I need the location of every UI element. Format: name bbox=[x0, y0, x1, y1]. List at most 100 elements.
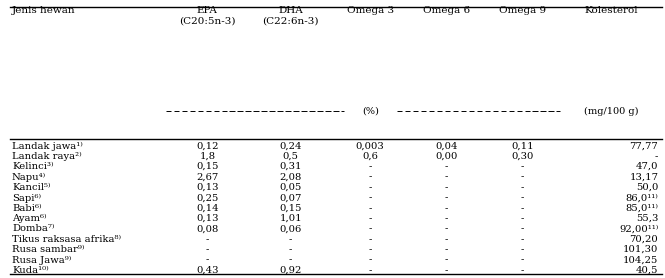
Text: 0,07: 0,07 bbox=[279, 193, 302, 202]
Text: -: - bbox=[445, 245, 448, 254]
Text: 0,5: 0,5 bbox=[283, 152, 299, 161]
Text: 2,08: 2,08 bbox=[279, 173, 302, 182]
Text: 101,30: 101,30 bbox=[623, 245, 658, 254]
Text: 0,6: 0,6 bbox=[362, 152, 378, 161]
Text: -: - bbox=[521, 193, 524, 202]
Text: 0,14: 0,14 bbox=[196, 204, 219, 213]
Text: 0,08: 0,08 bbox=[196, 224, 219, 234]
Text: 85,0¹¹⁾: 85,0¹¹⁾ bbox=[626, 204, 658, 213]
Text: -: - bbox=[521, 235, 524, 244]
Text: 0,25: 0,25 bbox=[196, 193, 219, 202]
Text: -: - bbox=[445, 235, 448, 244]
Text: 0,00: 0,00 bbox=[435, 152, 458, 161]
Text: Napu⁴⁾: Napu⁴⁾ bbox=[12, 173, 46, 182]
Text: -: - bbox=[289, 255, 292, 264]
Text: 0,15: 0,15 bbox=[196, 162, 219, 171]
Text: 0,12: 0,12 bbox=[196, 142, 219, 150]
Text: 40,5: 40,5 bbox=[636, 266, 658, 275]
Text: Kolesterol: Kolesterol bbox=[584, 6, 638, 14]
Text: -: - bbox=[521, 255, 524, 264]
Text: DHA
(C22:6n-3): DHA (C22:6n-3) bbox=[262, 6, 319, 26]
Text: -: - bbox=[445, 224, 448, 234]
Text: 0,15: 0,15 bbox=[279, 204, 302, 213]
Text: 0,31: 0,31 bbox=[279, 162, 302, 171]
Text: 92,00¹¹⁾: 92,00¹¹⁾ bbox=[619, 224, 658, 234]
Text: -: - bbox=[368, 162, 372, 171]
Text: 0,003: 0,003 bbox=[356, 142, 384, 150]
Text: -: - bbox=[205, 235, 209, 244]
Text: -: - bbox=[445, 162, 448, 171]
Text: Kuda¹⁰⁾: Kuda¹⁰⁾ bbox=[12, 266, 49, 275]
Text: Kancil⁵⁾: Kancil⁵⁾ bbox=[12, 183, 51, 192]
Text: 2,67: 2,67 bbox=[196, 173, 218, 182]
Text: 50,0: 50,0 bbox=[636, 183, 658, 192]
Text: -: - bbox=[521, 204, 524, 213]
Text: -: - bbox=[521, 162, 524, 171]
Text: -: - bbox=[445, 183, 448, 192]
Text: 0,24: 0,24 bbox=[279, 142, 302, 150]
Text: 13,17: 13,17 bbox=[629, 173, 658, 182]
Text: -: - bbox=[289, 245, 292, 254]
Text: -: - bbox=[445, 173, 448, 182]
Text: -: - bbox=[368, 255, 372, 264]
Text: Domba⁷⁾: Domba⁷⁾ bbox=[12, 224, 55, 234]
Text: 1,8: 1,8 bbox=[200, 152, 215, 161]
Text: -: - bbox=[368, 183, 372, 192]
Text: Omega 3: Omega 3 bbox=[346, 6, 394, 14]
Text: Omega 6: Omega 6 bbox=[423, 6, 469, 14]
Text: -: - bbox=[445, 266, 448, 275]
Text: 77,77: 77,77 bbox=[630, 142, 658, 150]
Text: Sapi⁶⁾: Sapi⁶⁾ bbox=[12, 193, 41, 202]
Text: -: - bbox=[368, 266, 372, 275]
Text: 0,30: 0,30 bbox=[511, 152, 533, 161]
Text: 104,25: 104,25 bbox=[623, 255, 658, 264]
Text: -: - bbox=[368, 224, 372, 234]
Text: 55,3: 55,3 bbox=[636, 214, 658, 223]
Text: -: - bbox=[521, 224, 524, 234]
Text: -: - bbox=[445, 204, 448, 213]
Text: -: - bbox=[521, 183, 524, 192]
Text: 0,06: 0,06 bbox=[279, 224, 302, 234]
Text: Babi⁶⁾: Babi⁶⁾ bbox=[12, 204, 41, 213]
Text: -: - bbox=[368, 204, 372, 213]
Text: -: - bbox=[205, 245, 209, 254]
Text: 0,13: 0,13 bbox=[196, 214, 219, 223]
Text: -: - bbox=[445, 214, 448, 223]
Text: Tikus raksasa afrika⁸⁾: Tikus raksasa afrika⁸⁾ bbox=[12, 235, 121, 244]
Text: (%): (%) bbox=[362, 107, 378, 116]
Text: -: - bbox=[205, 255, 209, 264]
Text: 0,92: 0,92 bbox=[279, 266, 302, 275]
Text: 0,13: 0,13 bbox=[196, 183, 219, 192]
Text: -: - bbox=[521, 173, 524, 182]
Text: Landak raya²⁾: Landak raya²⁾ bbox=[12, 152, 82, 161]
Text: -: - bbox=[368, 235, 372, 244]
Text: EPA
(C20:5n-3): EPA (C20:5n-3) bbox=[179, 6, 235, 26]
Text: 86,0¹¹⁾: 86,0¹¹⁾ bbox=[626, 193, 658, 202]
Text: -: - bbox=[521, 214, 524, 223]
Text: 0,43: 0,43 bbox=[196, 266, 219, 275]
Text: Landak jawa¹⁾: Landak jawa¹⁾ bbox=[12, 142, 82, 151]
Text: 0,11: 0,11 bbox=[511, 142, 533, 150]
Text: -: - bbox=[368, 193, 372, 202]
Text: -: - bbox=[368, 245, 372, 254]
Text: 1,01: 1,01 bbox=[279, 214, 302, 223]
Text: 47,0: 47,0 bbox=[636, 162, 658, 171]
Text: 70,20: 70,20 bbox=[630, 235, 658, 244]
Text: -: - bbox=[368, 214, 372, 223]
Text: Ayam⁶⁾: Ayam⁶⁾ bbox=[12, 214, 47, 223]
Text: -: - bbox=[445, 255, 448, 264]
Text: 0,05: 0,05 bbox=[279, 183, 302, 192]
Text: Jenis hewan: Jenis hewan bbox=[12, 6, 76, 14]
Text: -: - bbox=[521, 266, 524, 275]
Text: Rusa sambar⁹⁾: Rusa sambar⁹⁾ bbox=[12, 245, 84, 254]
Text: Rusa Jawa⁹⁾: Rusa Jawa⁹⁾ bbox=[12, 255, 71, 265]
Text: Kelinci³⁾: Kelinci³⁾ bbox=[12, 162, 53, 171]
Text: -: - bbox=[368, 173, 372, 182]
Text: -: - bbox=[445, 193, 448, 202]
Text: 0,04: 0,04 bbox=[435, 142, 458, 150]
Text: -: - bbox=[655, 152, 658, 161]
Text: -: - bbox=[521, 245, 524, 254]
Text: (mg/100 g): (mg/100 g) bbox=[584, 107, 638, 116]
Text: Omega 9: Omega 9 bbox=[499, 6, 546, 14]
Text: -: - bbox=[289, 235, 292, 244]
